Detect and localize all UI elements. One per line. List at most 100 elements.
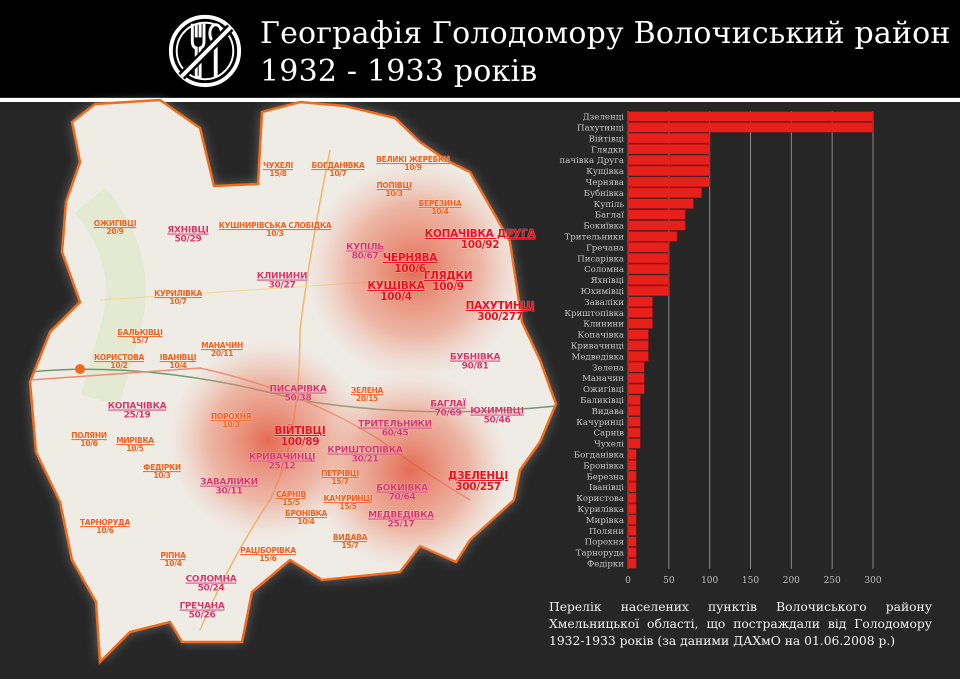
- bar: [627, 220, 686, 231]
- victims-count: 300/257: [455, 481, 501, 493]
- bar: [627, 482, 637, 493]
- map-label: МАНАЧИН 20/11: [201, 342, 243, 358]
- bar: [627, 274, 670, 286]
- village-name: ВЕЛИКІ ЖЕРЕБКИ: [376, 155, 450, 165]
- map-label: ЮХИМІВЦІ 50/46: [470, 407, 524, 427]
- victims-count: 10/4: [431, 207, 449, 216]
- bar: [627, 383, 645, 395]
- village-name: ПИСАРІВКА: [269, 384, 327, 395]
- map-label: КОПАЧІВКА 25/19: [107, 401, 167, 422]
- victims-count: 10/6: [80, 439, 98, 448]
- category-label: Заваліки: [584, 298, 624, 308]
- village-name: КАЧУРИНЦІ: [323, 494, 373, 504]
- village-name: БАГЛАЇ: [430, 399, 466, 410]
- bar: [627, 307, 653, 318]
- village-name: БОГДАНІВКА: [311, 161, 365, 171]
- category-label: Тарноруда: [576, 549, 624, 559]
- category-label: Користова: [576, 494, 624, 504]
- map-label: ПАХУТИНЦІ 300/277: [466, 300, 535, 323]
- map-label: ПОЛЯНИ 10/6: [71, 431, 107, 448]
- x-tick-label: 100: [701, 576, 718, 586]
- map-label: ТРИТЕЛЬНИКИ 60/45: [358, 420, 432, 440]
- bar-chart: 0 50 100 150 200 250 300 ДзеленціПахутинціВійті…: [559, 111, 882, 586]
- victims-count: 15/5: [339, 502, 357, 511]
- map-label: КРИВАЧИНЦІ 25/12: [248, 452, 316, 473]
- village-name: МИРІВКА: [116, 436, 154, 446]
- map-label: МЕДВЕДІВКА 25/17: [368, 511, 434, 531]
- victims-count: 300/277: [477, 311, 523, 323]
- victims-count: 15/8: [269, 169, 287, 178]
- bar: [627, 165, 710, 176]
- village-name: КЛИНИНИ: [256, 271, 308, 282]
- bar: [627, 394, 641, 405]
- victims-count: 15/5: [282, 498, 300, 507]
- victims-count: 10/7: [169, 297, 187, 306]
- village-name: СОЛОМНА: [185, 574, 237, 585]
- bar: [627, 525, 637, 536]
- page-title: Географія Голодомору Волочиський район: [260, 16, 951, 51]
- bar: [627, 133, 710, 144]
- map-label: МИРІВКА 10/5: [116, 437, 154, 453]
- header-bar: [0, 0, 960, 97]
- victims-count: 70/64: [388, 493, 416, 503]
- village-name: ДЗЕЛЕНЦІ: [448, 469, 508, 482]
- category-label: Богданівка: [574, 451, 624, 461]
- village-name: ПЕТРІВЦІ: [321, 469, 359, 479]
- chart-caption: Перелік населених пунктів Волочиського р…: [549, 600, 932, 648]
- category-label: Федірки: [587, 560, 624, 570]
- victims-count: 10/4: [164, 559, 182, 568]
- category-label: пачівка Друга: [559, 156, 624, 166]
- map-label: ТАРНОРУДА 10/6: [80, 519, 130, 535]
- map-label: ПОПІВЦІ 10/3: [376, 182, 411, 198]
- victims-count: 90/81: [461, 362, 489, 372]
- map-label: СОЛОМНА 50/24: [185, 574, 237, 595]
- village-name: ПОЛЯНИ: [71, 431, 107, 441]
- victims-count: 25/17: [387, 520, 415, 530]
- village-name: ГРЕЧАНА: [179, 601, 225, 612]
- map-label: КУШНИРІВСЬКА СЛОБІДКА 10/3: [219, 222, 332, 238]
- victims-count: 50/46: [483, 416, 511, 426]
- bar: [627, 536, 637, 547]
- category-label: Бронівка: [583, 461, 624, 471]
- village-name: КОПАЧІВКА: [107, 401, 167, 412]
- village-name: БАЛЬКІВЦІ: [117, 328, 163, 338]
- village-name: КУЩІВКА: [367, 279, 425, 292]
- category-label: Копачівка: [578, 331, 624, 341]
- category-label: Іванівці: [589, 483, 624, 493]
- x-tick-label: 150: [742, 576, 759, 586]
- map-label: БЕРЕЗИНА 10/4: [419, 200, 462, 216]
- bar: [627, 547, 637, 558]
- map-label: ПИСАРІВКА 50/38: [269, 384, 327, 405]
- category-label: Кривачинці: [571, 342, 625, 352]
- category-label: Соломна: [584, 265, 624, 275]
- victims-count: 30/11: [215, 487, 243, 497]
- map-label: ЗЕЛЕНА 20/15: [351, 387, 383, 403]
- category-label: Юхимівці: [581, 287, 625, 297]
- victims-count: 20/15: [355, 394, 379, 403]
- village-name: КРИВАЧИНЦІ: [248, 452, 316, 463]
- map-label: ВЕЛИКІ ЖЕРЕБКИ 10/9: [376, 156, 450, 172]
- village-name: ЗЕЛЕНА: [350, 386, 384, 396]
- map-label: РАЦІБОРІВКА 15/6: [240, 547, 296, 563]
- map-label: ПОРОХНЯ 10/3: [211, 413, 252, 429]
- victims-count: 10/5: [126, 444, 144, 453]
- category-label: Бубнівка: [584, 188, 624, 199]
- victims-count: 100/89: [280, 436, 320, 448]
- victims-count: 60/45: [381, 429, 409, 439]
- heat-zone-south: [310, 370, 510, 570]
- village-name: БОКИЇВКА: [376, 483, 428, 494]
- category-label: Курилівка: [578, 505, 624, 515]
- x-tick-label: 250: [824, 576, 841, 586]
- category-label: Писарівка: [577, 254, 624, 264]
- map-label: КОПАЧІВКА ДРУГА 100/92: [425, 228, 536, 251]
- category-label: Бокиївка: [583, 222, 624, 232]
- bar: [627, 329, 649, 340]
- victims-count: 50/38: [284, 394, 312, 404]
- category-label: Кущівка: [586, 167, 624, 177]
- village-name: ОЖИГІВЦІ: [93, 219, 137, 229]
- category-label: Березна: [586, 472, 624, 482]
- category-label: Мирівка: [586, 516, 624, 526]
- bar: [627, 492, 637, 504]
- district-center-marker: [75, 364, 85, 374]
- map-label: ВИДАВА 15/7: [333, 534, 368, 550]
